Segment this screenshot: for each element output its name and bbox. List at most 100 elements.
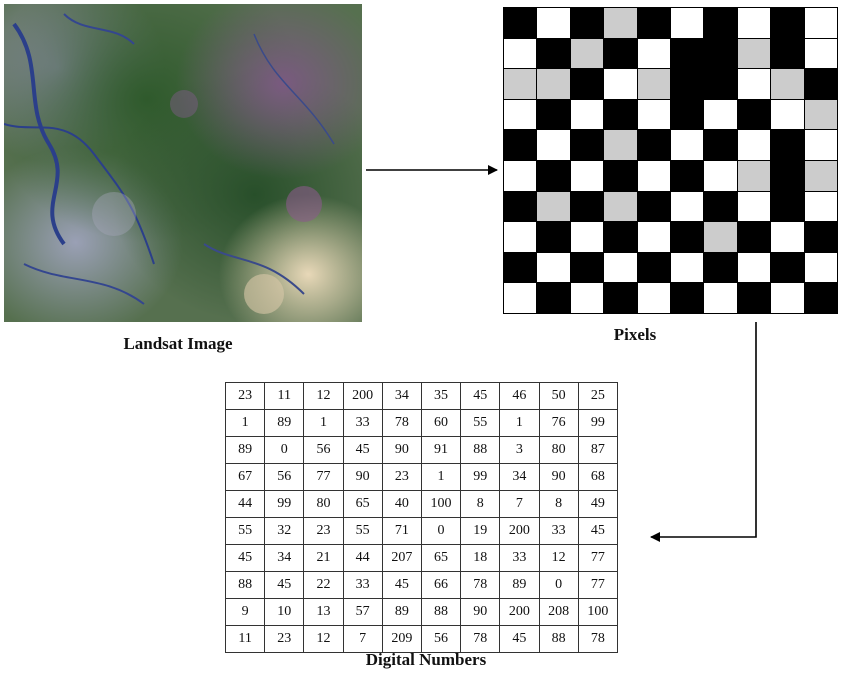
pixel-cell: [704, 8, 737, 38]
pixel-cell: [804, 99, 837, 130]
digital-number-cell: 88: [420, 598, 462, 626]
pixel-cell: [570, 222, 604, 252]
digital-number-cell: 8: [460, 490, 501, 518]
table-row: 11 23 12 7 209 56 78 45 88 78: [224, 625, 619, 653]
pixel-grid: [503, 7, 838, 314]
digital-number-cell: 1: [303, 409, 344, 437]
digital-numbers-table: 23 11 12 200 34 35 45 46 50 25 1 89 1 33 78 60 55 1 76 99 89…: [224, 382, 619, 653]
arrow-pixels-to-numbers: [650, 322, 757, 542]
digital-number-cell: 45: [342, 436, 383, 464]
digital-number-cell: 65: [420, 544, 462, 572]
digital-number-cell: 200: [342, 382, 383, 410]
pixel-cell: [804, 283, 837, 313]
pixel-cell: [504, 161, 537, 191]
digital-number-cell: 71: [381, 517, 422, 545]
digital-number-cell: 65: [342, 490, 383, 518]
digital-number-cell: 55: [342, 517, 383, 545]
digital-number-cell: 44: [342, 544, 383, 572]
digital-number-cell: 78: [577, 625, 619, 653]
digital-number-cell: 208: [538, 598, 579, 626]
digital-number-cell: 80: [303, 490, 344, 518]
digital-number-cell: 67: [224, 463, 266, 491]
digital-number-cell: 99: [460, 463, 501, 491]
digital-number-cell: 91: [420, 436, 462, 464]
digital-number-cell: 55: [224, 517, 266, 545]
digital-number-cell: 23: [303, 517, 344, 545]
digital-number-cell: 45: [499, 625, 540, 653]
digital-number-cell: 9: [224, 598, 266, 626]
pixel-cell: [637, 222, 670, 252]
pixel-cell: [771, 283, 804, 313]
pixel-cell: [604, 283, 637, 313]
digital-number-cell: 33: [342, 571, 383, 599]
digital-number-cell: 207: [381, 544, 422, 572]
digital-number-cell: 56: [420, 625, 462, 653]
digital-number-cell: 90: [460, 598, 501, 626]
pixel-cell: [737, 69, 771, 99]
digital-number-cell: 88: [460, 436, 501, 464]
pixel-cell: [671, 69, 704, 99]
digital-number-cell: 23: [381, 463, 422, 491]
pixel-cell: [504, 99, 537, 130]
landsat-image-caption: Landsat Image: [123, 334, 233, 353]
table-row: 45 34 21 44 207 65 18 33 12 77: [224, 544, 619, 572]
pixel-cell: [737, 283, 771, 313]
pixel-cell: [637, 283, 670, 313]
pixel-cell: [504, 38, 537, 69]
pixel-cell: [570, 69, 604, 99]
pixel-cell: [704, 252, 737, 283]
pixel-cell: [537, 252, 570, 283]
pixel-cell: [737, 252, 771, 283]
digital-number-cell: 11: [264, 382, 305, 410]
pixel-cell: [604, 191, 637, 222]
digital-number-cell: 55: [460, 409, 501, 437]
digital-number-cell: 88: [224, 571, 266, 599]
pixel-cell: [804, 191, 837, 222]
pixel-cell: [771, 252, 804, 283]
digital-number-cell: 12: [303, 382, 344, 410]
digital-number-cell: 89: [499, 571, 540, 599]
pixel-cell: [504, 69, 537, 99]
digital-number-cell: 60: [420, 409, 462, 437]
pixel-cell: [737, 222, 771, 252]
table-row: 55 32 23 55 71 0 19 200 33 45: [224, 517, 619, 545]
digital-number-cell: 12: [303, 625, 344, 653]
landsat-image: [4, 4, 362, 322]
pixel-cell: [637, 8, 670, 38]
pixel-cell: [737, 191, 771, 222]
pixel-cell: [570, 161, 604, 191]
digital-number-cell: 21: [303, 544, 344, 572]
pixel-cell: [771, 38, 804, 69]
pixel-cell: [704, 130, 737, 160]
pixel-cell: [704, 99, 737, 130]
pixel-cell: [637, 99, 670, 130]
digital-number-cell: 56: [264, 463, 305, 491]
pixel-cell: [637, 130, 670, 160]
pixel-cell: [604, 38, 637, 69]
digital-number-cell: 40: [381, 490, 422, 518]
pixel-cell: [637, 38, 670, 69]
table-row: 44 99 80 65 40 100 8 7 8 49: [224, 490, 619, 518]
pixel-cell: [804, 252, 837, 283]
pixel-cell: [504, 8, 537, 38]
digital-number-cell: 100: [577, 598, 619, 626]
digital-number-cell: 89: [264, 409, 305, 437]
digital-numbers-caption: Digital Numbers: [365, 650, 487, 669]
pixel-cell: [637, 161, 670, 191]
table-row: 1 89 1 33 78 60 55 1 76 99: [224, 409, 619, 437]
digital-number-cell: 12: [538, 544, 579, 572]
pixel-cell: [704, 191, 737, 222]
pixel-cell: [570, 252, 604, 283]
digital-number-cell: 45: [577, 517, 619, 545]
pixel-cell: [570, 8, 604, 38]
digital-number-cell: 90: [342, 463, 383, 491]
pixel-cell: [504, 222, 537, 252]
pixel-cell: [504, 130, 537, 160]
digital-number-cell: 99: [264, 490, 305, 518]
digital-number-cell: 77: [303, 463, 344, 491]
pixel-cell: [537, 283, 570, 313]
pixel-cell: [537, 8, 570, 38]
pixel-cell: [704, 69, 737, 99]
digital-number-cell: 78: [460, 571, 501, 599]
table-row: 67 56 77 90 23 1 99 34 90 68: [224, 463, 619, 491]
